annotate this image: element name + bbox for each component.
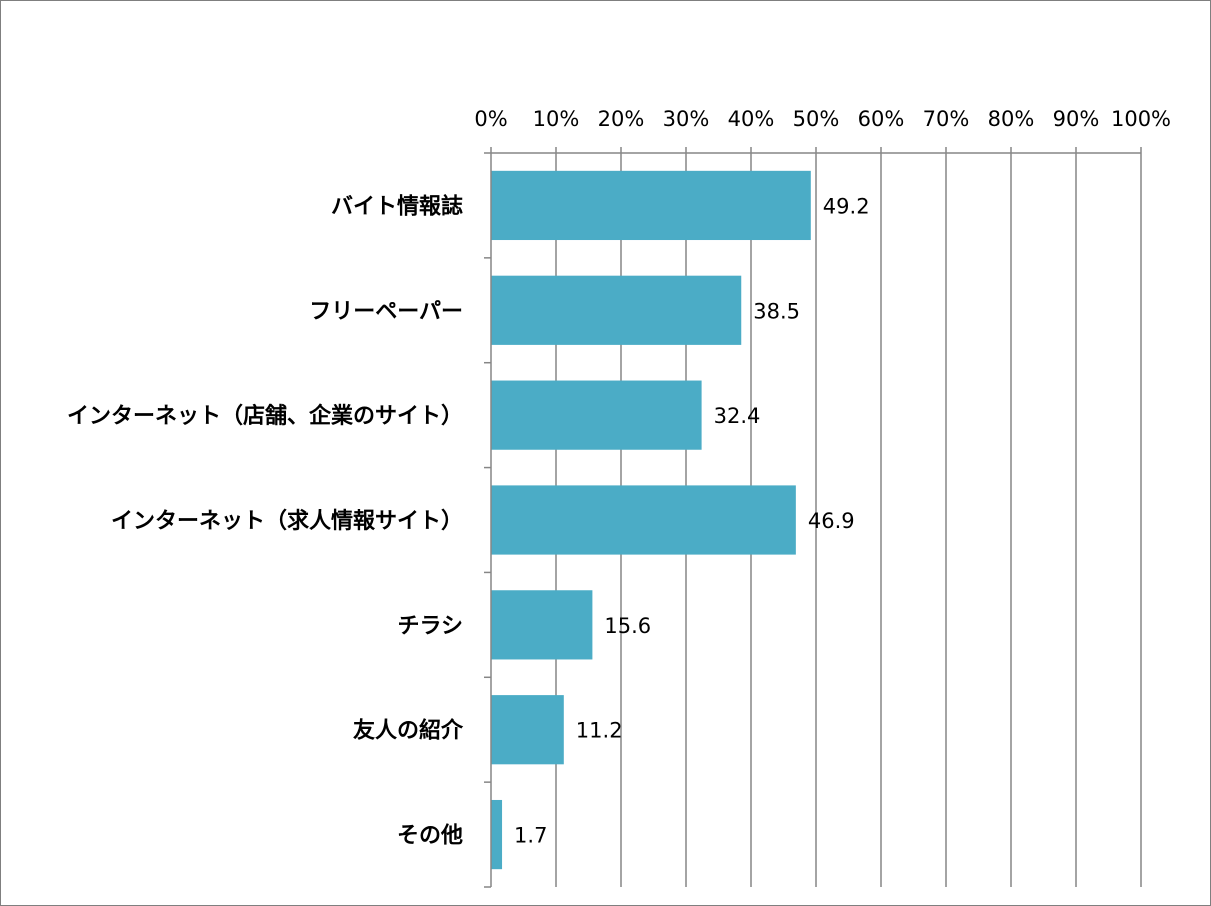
bar bbox=[491, 485, 796, 555]
bar bbox=[491, 590, 593, 660]
x-tick-label: 30% bbox=[663, 107, 710, 131]
x-tick-label: 20% bbox=[598, 107, 645, 131]
x-tick-label: 80% bbox=[988, 107, 1035, 131]
data-label: 15.6 bbox=[604, 614, 651, 638]
category-label: インターネット（店舗、企業のサイト） bbox=[67, 403, 463, 429]
x-tick-labels: 0% 10% 20% 30% 40% 50% 60% 70% 80% 90% 100% bbox=[474, 107, 1171, 131]
category-label: 友人の紹介 bbox=[353, 718, 464, 744]
data-labels: 49.2 38.5 32.4 46.9 15.6 11.2 1.7 bbox=[514, 194, 870, 847]
data-label: 32.4 bbox=[714, 404, 761, 428]
x-tick-label: 50% bbox=[793, 107, 840, 131]
bar bbox=[491, 695, 564, 765]
data-label: 11.2 bbox=[576, 719, 623, 743]
bar bbox=[491, 170, 811, 241]
x-tick-label: 60% bbox=[858, 107, 905, 131]
gridlines bbox=[555, 153, 1142, 887]
category-label: その他 bbox=[397, 824, 463, 849]
category-label: インターネット（求人情報サイト） bbox=[111, 508, 463, 534]
x-tick-label: 0% bbox=[474, 107, 507, 131]
data-label: 1.7 bbox=[514, 824, 547, 848]
x-tick-label: 90% bbox=[1053, 107, 1100, 131]
category-label: チラシ bbox=[397, 614, 463, 639]
bar bbox=[491, 799, 503, 870]
x-tick-label: 70% bbox=[923, 107, 970, 131]
category-label: フリーペーパー bbox=[309, 299, 463, 324]
data-label: 49.2 bbox=[823, 194, 870, 218]
data-label: 46.9 bbox=[808, 509, 855, 533]
data-label: 38.5 bbox=[753, 299, 800, 323]
bar bbox=[491, 380, 702, 450]
x-tick-label: 40% bbox=[728, 107, 775, 131]
bars bbox=[491, 170, 811, 870]
x-tick-label: 10% bbox=[533, 107, 580, 131]
axes bbox=[484, 147, 1142, 888]
category-label: バイト情報誌 bbox=[331, 193, 463, 219]
x-tick-label: 100% bbox=[1111, 107, 1171, 131]
bar bbox=[491, 275, 742, 345]
